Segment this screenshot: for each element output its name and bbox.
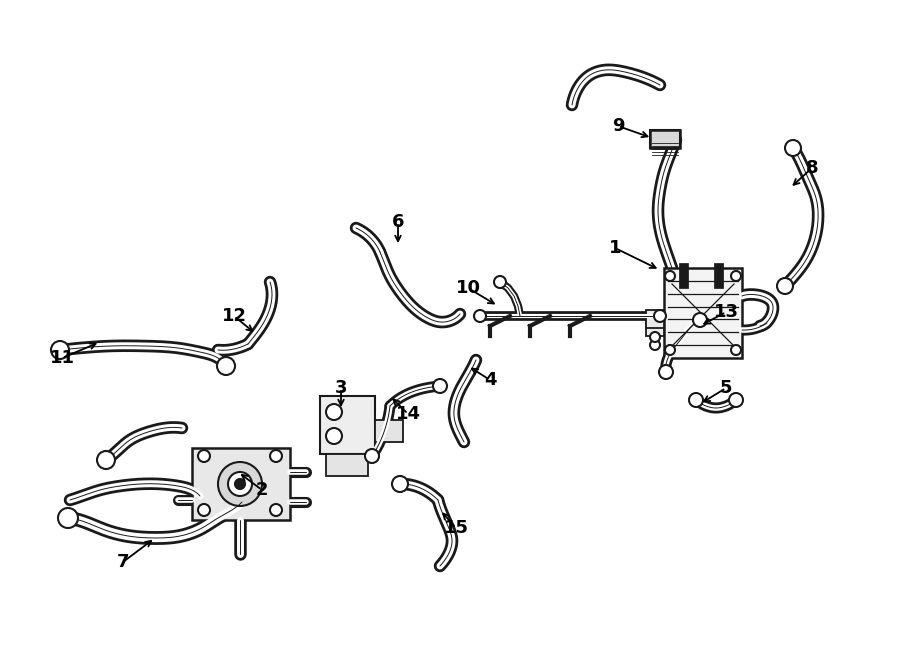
Circle shape: [731, 271, 741, 281]
Text: 14: 14: [395, 405, 420, 423]
Circle shape: [235, 479, 245, 489]
FancyBboxPatch shape: [664, 268, 742, 358]
FancyBboxPatch shape: [650, 130, 680, 148]
Circle shape: [326, 404, 342, 420]
Text: 6: 6: [392, 213, 404, 231]
FancyBboxPatch shape: [192, 448, 290, 520]
Circle shape: [392, 476, 408, 492]
Circle shape: [97, 451, 115, 469]
Circle shape: [654, 310, 666, 322]
Circle shape: [58, 508, 78, 528]
Circle shape: [494, 276, 506, 288]
Circle shape: [665, 271, 675, 281]
Circle shape: [326, 428, 342, 444]
Text: 12: 12: [221, 307, 247, 325]
Circle shape: [689, 393, 703, 407]
Circle shape: [198, 450, 210, 462]
Text: 3: 3: [335, 379, 347, 397]
Circle shape: [228, 472, 252, 496]
Circle shape: [777, 278, 793, 294]
Circle shape: [198, 504, 210, 516]
Circle shape: [217, 357, 235, 375]
Circle shape: [693, 313, 707, 327]
Circle shape: [659, 365, 673, 379]
Text: 8: 8: [806, 159, 818, 177]
Circle shape: [785, 140, 801, 156]
Text: 5: 5: [720, 379, 733, 397]
Text: 2: 2: [256, 481, 268, 499]
Circle shape: [270, 504, 282, 516]
Circle shape: [365, 449, 379, 463]
FancyBboxPatch shape: [375, 420, 403, 442]
Circle shape: [218, 462, 262, 506]
Text: 9: 9: [612, 117, 625, 135]
Circle shape: [270, 450, 282, 462]
FancyBboxPatch shape: [320, 396, 375, 454]
Circle shape: [650, 332, 660, 342]
Text: 10: 10: [455, 279, 481, 297]
Circle shape: [729, 393, 743, 407]
Circle shape: [433, 379, 447, 393]
Text: 11: 11: [50, 349, 75, 367]
Text: 1: 1: [608, 239, 621, 257]
Circle shape: [665, 345, 675, 355]
Circle shape: [650, 340, 660, 350]
Circle shape: [731, 345, 741, 355]
Circle shape: [51, 341, 69, 359]
Text: 7: 7: [117, 553, 130, 571]
FancyBboxPatch shape: [646, 318, 664, 336]
FancyBboxPatch shape: [326, 454, 368, 476]
Circle shape: [474, 310, 486, 322]
FancyBboxPatch shape: [646, 310, 664, 328]
Text: 4: 4: [484, 371, 496, 389]
Text: 15: 15: [444, 519, 469, 537]
Text: 13: 13: [714, 303, 739, 321]
